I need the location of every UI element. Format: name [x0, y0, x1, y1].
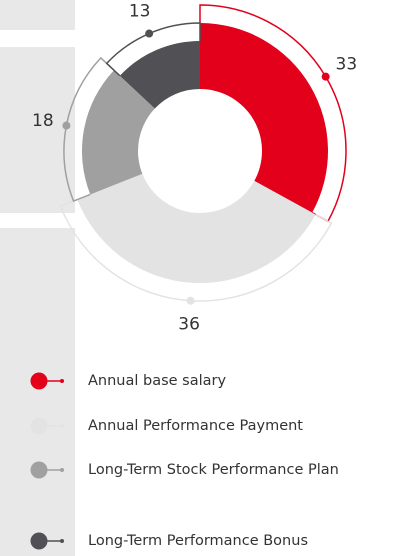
label-dot: [62, 121, 71, 130]
label-dot: [145, 29, 154, 38]
segment: [119, 41, 200, 109]
value-label: 33: [336, 54, 358, 74]
legend-label: Annual base salary: [88, 373, 227, 389]
value-label: 18: [32, 111, 54, 131]
label-dot: [186, 296, 195, 305]
side-panel: [0, 47, 75, 213]
legend-label: Long-Term Stock Performance Plan: [88, 462, 339, 478]
side-panel: [0, 0, 75, 30]
label-dot: [321, 72, 330, 81]
legend-item: Annual Performance Payment: [28, 415, 358, 437]
legend-item: Long-Term Stock Performance Plan: [28, 459, 358, 481]
side-panel: [0, 228, 75, 556]
legend-item: Annual base salary: [28, 370, 358, 392]
legend-swatch: [30, 417, 64, 435]
segment: [77, 173, 316, 284]
value-label: 36: [178, 315, 200, 335]
legend-label: Annual Performance Payment: [88, 418, 303, 434]
legend-swatch: [30, 372, 64, 390]
legend-swatch: [30, 532, 64, 550]
legend-label: Long-Term Performance Bonus: [88, 533, 308, 549]
segment: [82, 70, 155, 195]
value-label: 13: [129, 2, 151, 22]
segment: [200, 23, 328, 213]
legend-item: Long-Term Performance Bonus: [28, 530, 358, 552]
legend-swatch: [30, 461, 64, 479]
